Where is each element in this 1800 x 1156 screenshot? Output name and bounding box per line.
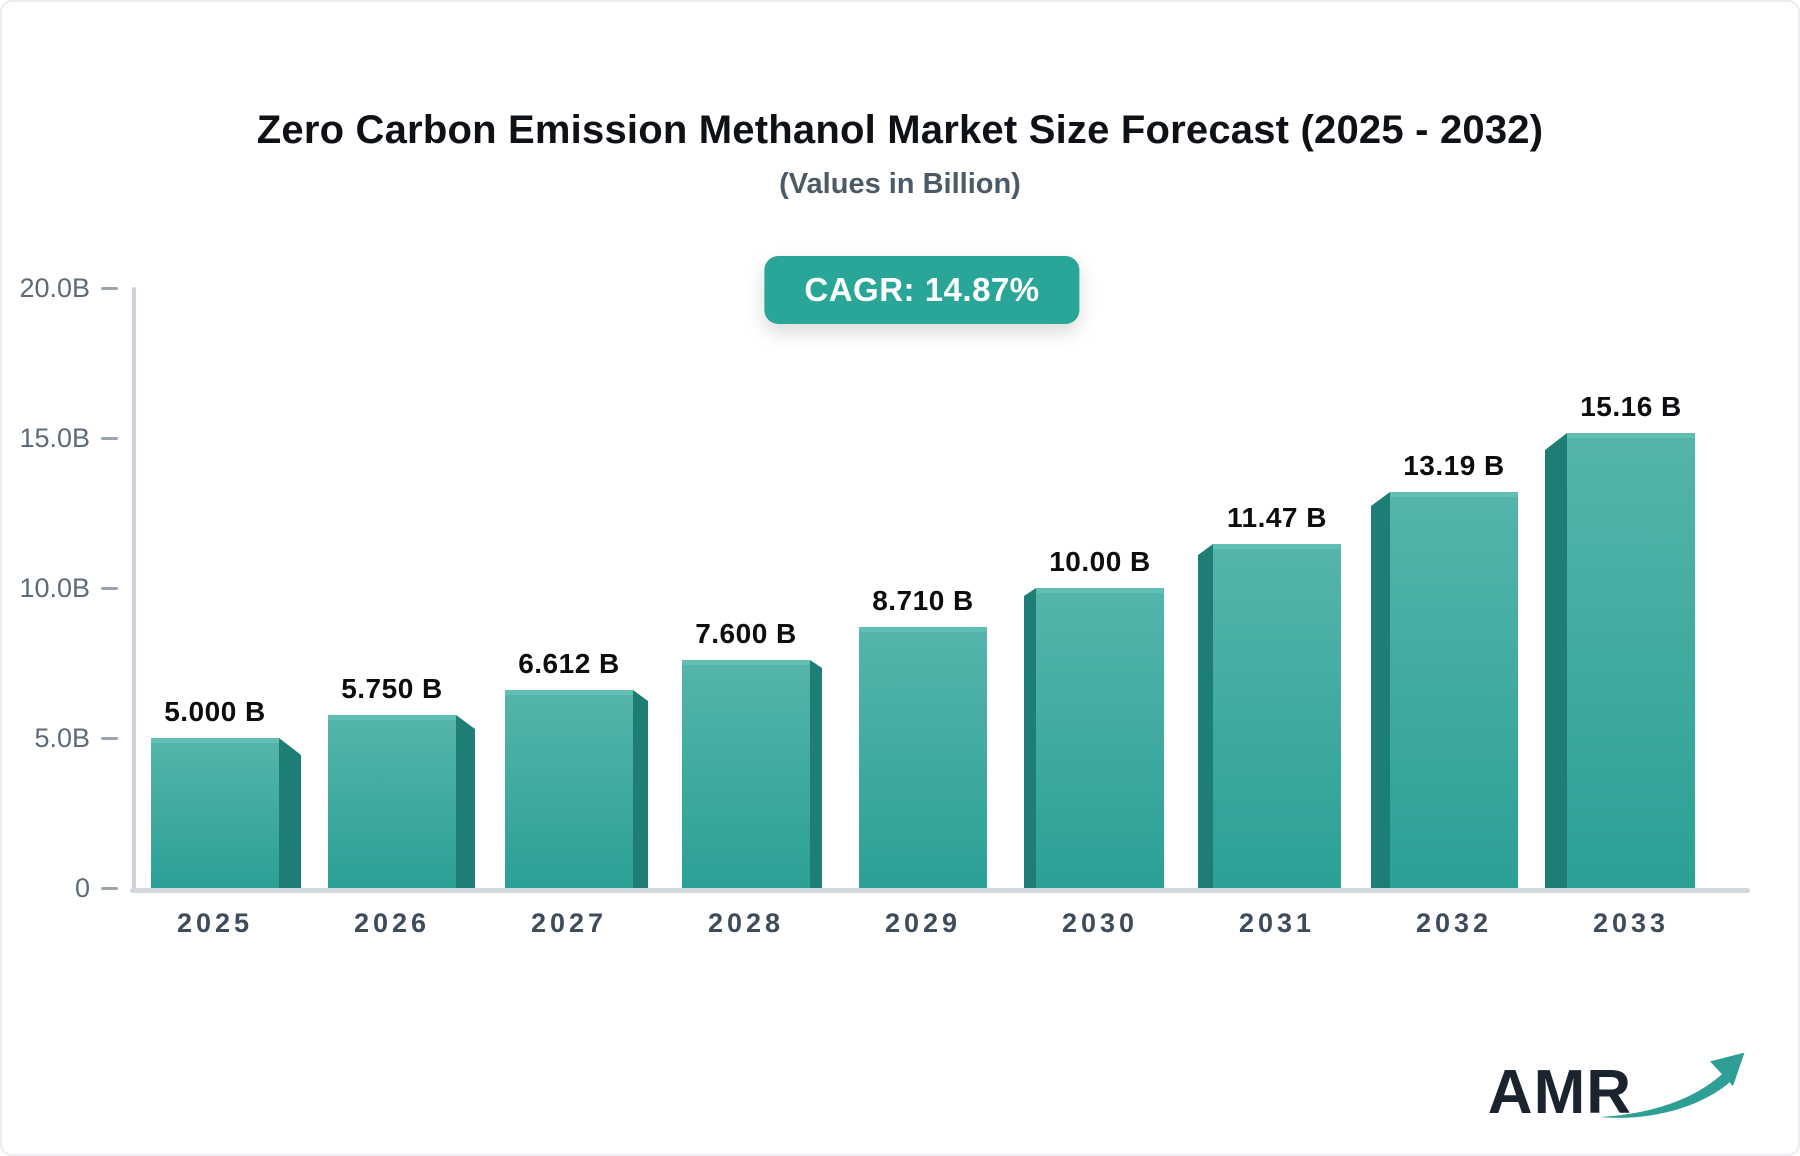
x-axis-tick-label: 2030 xyxy=(1061,908,1139,938)
bar-top-highlight xyxy=(859,627,987,632)
bar-side-face xyxy=(456,715,475,888)
bar-side-face xyxy=(1371,492,1390,888)
x-axis-tick-label: 2029 xyxy=(884,908,962,938)
bar-value-label: 8.710 B xyxy=(872,585,974,616)
bar-side-face xyxy=(279,738,301,888)
bar-side-face xyxy=(633,690,648,888)
bar xyxy=(1036,588,1164,888)
x-axis-tick-label: 2028 xyxy=(707,908,785,938)
bar xyxy=(859,627,987,888)
y-axis-tick-label: 10.0B xyxy=(19,573,90,603)
y-axis-tick-mark xyxy=(101,437,118,440)
bar-value-label: 10.00 B xyxy=(1049,546,1151,577)
bar xyxy=(1390,492,1518,888)
bar-value-label: 5.000 B xyxy=(164,696,266,727)
bar-top-highlight xyxy=(682,660,810,665)
logo-text: AMR xyxy=(1487,1058,1632,1127)
bar-top-highlight xyxy=(1567,433,1695,438)
x-axis-tick-label: 2031 xyxy=(1238,908,1316,938)
bar-top-highlight xyxy=(328,715,456,720)
logo-arrow-icon xyxy=(1599,1052,1745,1118)
bar-value-label: 5.750 B xyxy=(341,673,443,704)
bar-side-face xyxy=(1024,588,1036,888)
x-axis-tick-label: 2026 xyxy=(353,908,431,938)
x-axis-tick-label: 2025 xyxy=(176,908,254,938)
bar-top-highlight xyxy=(1213,544,1341,549)
bar xyxy=(1213,544,1341,888)
logo: AMR xyxy=(1488,1048,1748,1124)
x-axis-tick-label: 2032 xyxy=(1415,908,1493,938)
cagr-badge: CAGR: 14.87% xyxy=(764,256,1080,324)
bar-value-label: 11.47 B xyxy=(1226,502,1328,533)
bar xyxy=(1567,433,1695,888)
bar-side-face xyxy=(1198,544,1213,888)
bar-top-highlight xyxy=(151,738,279,743)
y-axis-line xyxy=(132,287,136,892)
bar-value-label: 7.600 B xyxy=(695,618,797,649)
y-axis-tick-label: 0 xyxy=(74,873,90,903)
bar-value-label: 6.612 B xyxy=(518,648,620,679)
bar xyxy=(328,715,456,888)
x-axis-tick-label: 2027 xyxy=(530,908,608,938)
y-axis-tick-mark xyxy=(101,587,118,590)
bar-side-face xyxy=(1545,433,1567,888)
y-axis-tick-mark xyxy=(101,737,118,740)
chart-subtitle: (Values in Billion) xyxy=(779,168,1021,200)
chart-title: Zero Carbon Emission Methanol Market Siz… xyxy=(256,108,1544,152)
y-axis-tick-label: 5.0B xyxy=(34,723,90,753)
y-axis-tick-label: 20.0B xyxy=(19,273,90,303)
bar xyxy=(505,690,633,888)
y-axis-tick-label: 15.0B xyxy=(19,423,90,453)
bar-value-label: 15.16 B xyxy=(1580,391,1682,422)
bar-value-label: 13.19 B xyxy=(1403,450,1505,481)
bar xyxy=(682,660,810,888)
x-axis-tick-label: 2033 xyxy=(1592,908,1670,938)
x-axis-line xyxy=(130,888,1750,893)
y-axis-tick-mark xyxy=(101,287,118,290)
bar-top-highlight xyxy=(1036,588,1164,593)
bar-side-face xyxy=(810,660,822,888)
bar xyxy=(151,738,279,888)
y-axis-tick-mark xyxy=(101,887,118,890)
bar-top-highlight xyxy=(1390,492,1518,497)
bar-top-highlight xyxy=(505,690,633,695)
